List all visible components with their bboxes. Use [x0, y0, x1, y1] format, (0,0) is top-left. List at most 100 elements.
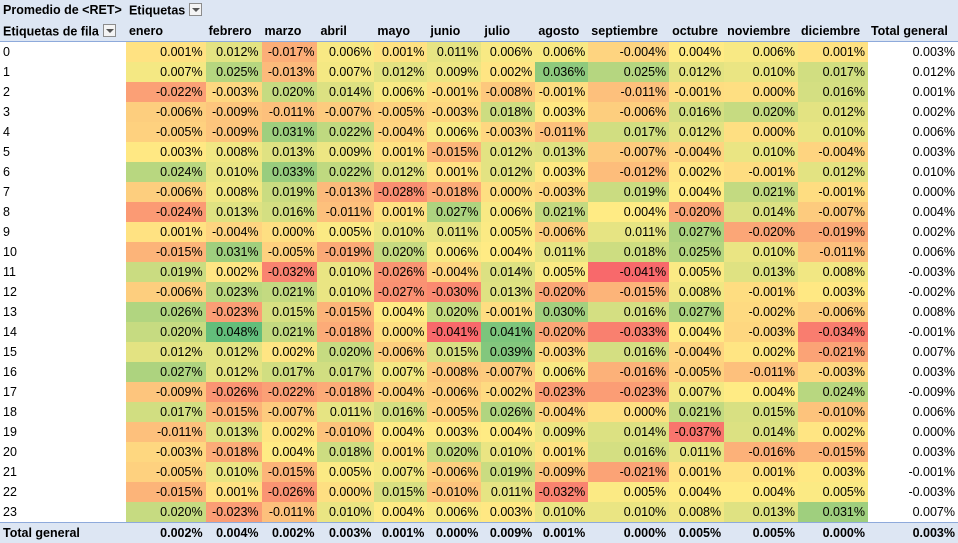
- value-cell[interactable]: 0.018%: [588, 242, 670, 263]
- value-cell[interactable]: -0.004%: [374, 122, 428, 143]
- value-cell[interactable]: -0.012%: [588, 162, 670, 183]
- value-cell[interactable]: 0.013%: [724, 502, 799, 523]
- value-cell[interactable]: 0.001%: [535, 442, 589, 463]
- value-cell[interactable]: 0.010%: [205, 162, 262, 183]
- value-cell[interactable]: -0.020%: [535, 322, 589, 343]
- value-cell[interactable]: 0.003%: [798, 282, 868, 303]
- value-cell[interactable]: 0.003%: [798, 462, 868, 483]
- value-cell[interactable]: 0.021%: [669, 402, 725, 423]
- value-cell[interactable]: 0.005%: [317, 222, 375, 243]
- value-cell[interactable]: 0.004%: [481, 422, 536, 443]
- value-cell[interactable]: 0.008%: [798, 262, 868, 283]
- value-cell[interactable]: 0.022%: [317, 162, 375, 183]
- value-cell[interactable]: -0.010%: [317, 422, 375, 443]
- value-cell[interactable]: 0.006%: [427, 122, 482, 143]
- value-cell[interactable]: 0.012%: [205, 342, 262, 363]
- value-cell[interactable]: -0.018%: [427, 182, 482, 203]
- row-label[interactable]: 16: [0, 362, 126, 383]
- value-cell[interactable]: 0.001%: [724, 462, 799, 483]
- value-cell[interactable]: 0.013%: [535, 142, 589, 163]
- grand-total-cell[interactable]: 0.003%: [317, 522, 375, 543]
- value-cell[interactable]: 0.041%: [481, 322, 536, 343]
- value-cell[interactable]: -0.001%: [669, 82, 725, 103]
- row-label[interactable]: 1: [0, 62, 126, 83]
- value-cell[interactable]: 0.025%: [588, 62, 670, 83]
- row-total-cell[interactable]: 0.003%: [867, 442, 958, 463]
- value-cell[interactable]: -0.015%: [125, 482, 206, 503]
- value-cell[interactable]: -0.006%: [374, 342, 428, 363]
- value-cell[interactable]: 0.012%: [125, 342, 206, 363]
- value-cell[interactable]: 0.027%: [427, 202, 482, 223]
- value-cell[interactable]: 0.020%: [125, 322, 206, 343]
- grand-total-overall-cell[interactable]: 0.003%: [867, 522, 958, 543]
- value-cell[interactable]: 0.006%: [427, 502, 482, 523]
- value-cell[interactable]: 0.024%: [798, 382, 868, 403]
- value-cell[interactable]: -0.010%: [798, 402, 868, 423]
- value-cell[interactable]: 0.007%: [374, 462, 428, 483]
- value-cell[interactable]: 0.005%: [588, 482, 670, 503]
- value-cell[interactable]: 0.025%: [669, 242, 725, 263]
- value-cell[interactable]: 0.005%: [481, 222, 536, 243]
- value-cell[interactable]: 0.001%: [669, 462, 725, 483]
- value-cell[interactable]: -0.004%: [427, 262, 482, 283]
- value-cell[interactable]: 0.013%: [205, 202, 262, 223]
- value-cell[interactable]: -0.006%: [427, 382, 482, 403]
- value-cell[interactable]: -0.009%: [205, 122, 262, 143]
- value-cell[interactable]: 0.014%: [724, 202, 799, 223]
- value-cell[interactable]: 0.010%: [317, 262, 375, 283]
- value-cell[interactable]: 0.000%: [588, 402, 670, 423]
- value-cell[interactable]: -0.018%: [205, 442, 262, 463]
- value-cell[interactable]: -0.007%: [261, 402, 318, 423]
- value-cell[interactable]: -0.016%: [724, 442, 799, 463]
- value-cell[interactable]: -0.001%: [798, 182, 868, 203]
- row-total-cell[interactable]: 0.006%: [867, 402, 958, 423]
- value-cell[interactable]: 0.006%: [481, 41, 536, 63]
- value-cell[interactable]: -0.006%: [427, 462, 482, 483]
- value-cell[interactable]: 0.020%: [125, 502, 206, 523]
- value-cell[interactable]: 0.009%: [317, 142, 375, 163]
- row-label[interactable]: 5: [0, 142, 126, 163]
- value-cell[interactable]: 0.000%: [261, 222, 318, 243]
- value-cell[interactable]: 0.000%: [374, 322, 428, 343]
- value-cell[interactable]: -0.004%: [535, 402, 589, 423]
- value-cell[interactable]: 0.006%: [481, 202, 536, 223]
- value-cell[interactable]: 0.004%: [669, 182, 725, 203]
- row-label[interactable]: 22: [0, 482, 126, 503]
- value-cell[interactable]: 0.010%: [724, 242, 799, 263]
- value-cell[interactable]: 0.002%: [724, 342, 799, 363]
- value-cell[interactable]: -0.009%: [535, 462, 589, 483]
- value-cell[interactable]: 0.004%: [481, 242, 536, 263]
- row-total-cell[interactable]: 0.003%: [867, 362, 958, 383]
- value-cell[interactable]: 0.014%: [481, 262, 536, 283]
- value-cell[interactable]: -0.002%: [481, 382, 536, 403]
- row-label[interactable]: 4: [0, 122, 126, 143]
- row-label[interactable]: 9: [0, 222, 126, 243]
- value-cell[interactable]: 0.014%: [588, 422, 670, 443]
- value-cell[interactable]: 0.005%: [317, 462, 375, 483]
- value-cell[interactable]: -0.006%: [798, 302, 868, 323]
- grand-total-cell[interactable]: 0.001%: [374, 522, 428, 543]
- row-label[interactable]: 11: [0, 262, 126, 283]
- value-cell[interactable]: 0.011%: [535, 242, 589, 263]
- value-cell[interactable]: 0.000%: [317, 482, 375, 503]
- value-cell[interactable]: -0.004%: [798, 142, 868, 163]
- value-cell[interactable]: 0.002%: [669, 162, 725, 183]
- grand-total-cell[interactable]: 0.004%: [205, 522, 262, 543]
- value-cell[interactable]: 0.007%: [317, 62, 375, 83]
- value-cell[interactable]: -0.005%: [427, 402, 482, 423]
- value-cell[interactable]: -0.003%: [535, 342, 589, 363]
- value-cell[interactable]: 0.001%: [125, 222, 206, 243]
- value-cell[interactable]: 0.013%: [261, 142, 318, 163]
- value-cell[interactable]: -0.024%: [125, 202, 206, 223]
- value-cell[interactable]: 0.011%: [669, 442, 725, 463]
- value-cell[interactable]: 0.021%: [261, 282, 318, 303]
- value-cell[interactable]: -0.028%: [374, 182, 428, 203]
- value-cell[interactable]: 0.010%: [724, 62, 799, 83]
- value-cell[interactable]: 0.030%: [535, 302, 589, 323]
- value-cell[interactable]: 0.007%: [374, 362, 428, 383]
- value-cell[interactable]: -0.007%: [588, 142, 670, 163]
- value-cell[interactable]: 0.015%: [374, 482, 428, 503]
- value-cell[interactable]: -0.020%: [535, 282, 589, 303]
- value-cell[interactable]: -0.019%: [798, 222, 868, 243]
- value-cell[interactable]: 0.012%: [669, 122, 725, 143]
